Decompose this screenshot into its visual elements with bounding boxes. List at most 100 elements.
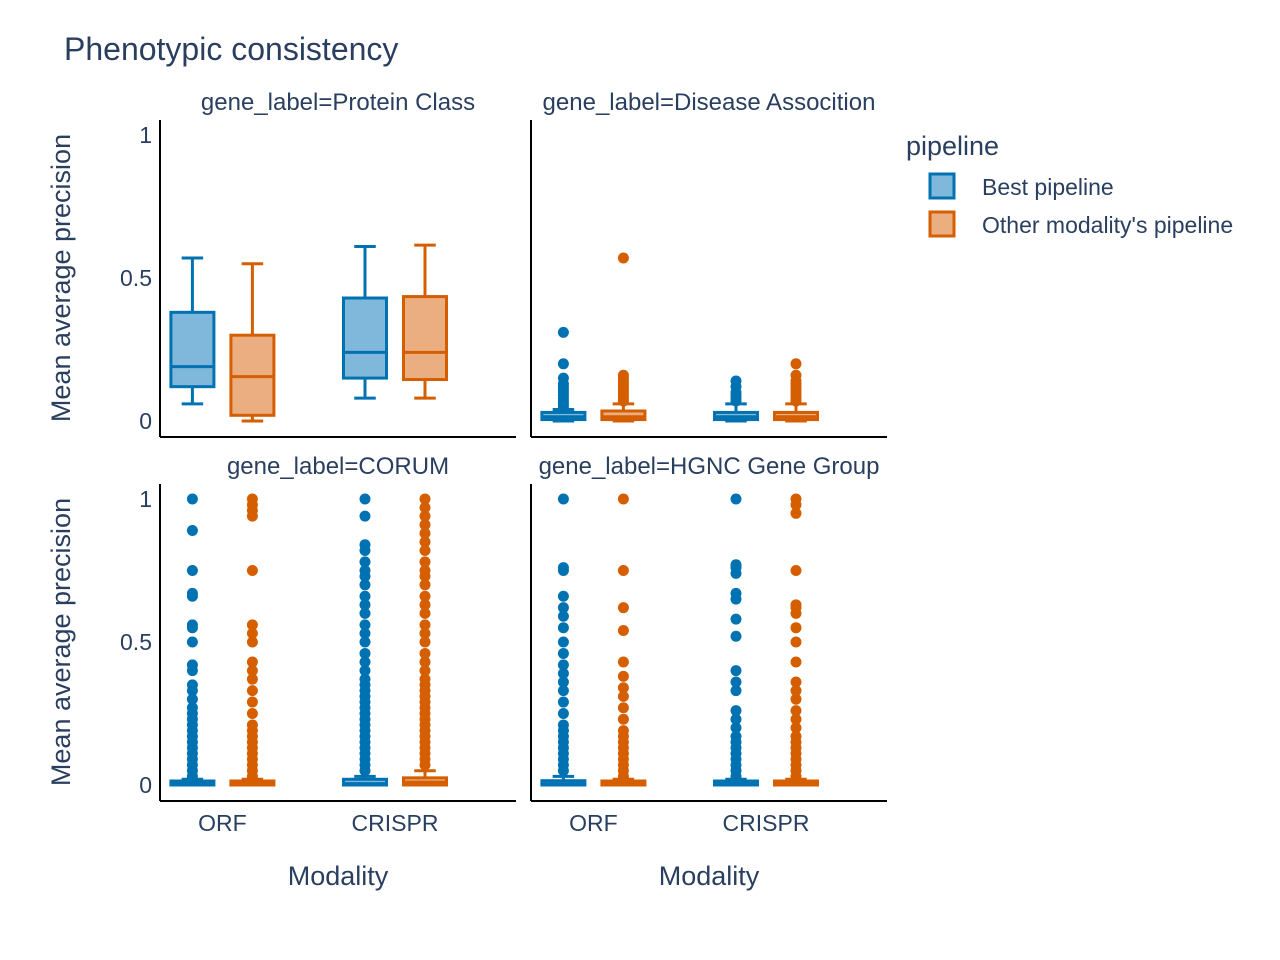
outlier-point <box>790 656 802 668</box>
facet-panel: gene_label=Disease Assocition <box>530 89 887 438</box>
outlier-point <box>790 713 802 725</box>
box-mark <box>540 493 587 787</box>
x-tick-label: ORF <box>569 810 618 836</box>
outlier-point <box>557 676 569 688</box>
outlier-point <box>419 636 431 648</box>
outlier-point <box>419 544 431 556</box>
outlier-point <box>419 536 431 548</box>
outlier-point <box>790 507 802 519</box>
box-mark <box>712 375 759 423</box>
outlier-point <box>359 565 371 576</box>
outlier-point <box>730 559 742 571</box>
box-mark <box>341 493 388 787</box>
outlier-point <box>359 656 371 668</box>
outlier-point <box>557 647 569 659</box>
facet-label: gene_label=Protein Class <box>201 89 475 116</box>
legend-swatch-other[interactable] <box>928 210 956 238</box>
x-tick-label: ORF <box>198 810 247 836</box>
outlier-point <box>557 685 569 697</box>
outlier-point <box>557 493 569 505</box>
outlier-point <box>557 602 569 614</box>
outlier-point <box>730 676 742 688</box>
outlier-point <box>246 708 258 719</box>
outlier-point <box>730 613 742 625</box>
outlier-point <box>730 587 742 599</box>
outlier-point <box>419 665 431 677</box>
outlier-point <box>359 556 371 568</box>
outlier-point <box>730 730 742 742</box>
facet-panel: gene_label=HGNC Gene Group ORF CRISPR <box>530 453 887 836</box>
outlier-point <box>246 636 258 648</box>
outlier-point <box>419 579 431 591</box>
outlier-point <box>557 708 569 719</box>
outlier-point <box>419 607 431 619</box>
outlier-point <box>557 659 569 671</box>
outlier-point <box>359 619 371 631</box>
outlier-point <box>186 659 198 671</box>
y-axis-title-top: Mean average precision <box>46 134 76 422</box>
y-tick-label: 0 <box>139 408 152 434</box>
x-tick-label: CRISPR <box>352 810 439 836</box>
outlier-point <box>186 587 198 599</box>
outlier-point <box>730 722 742 734</box>
outlier-point <box>730 375 742 387</box>
outlier-point <box>246 673 258 685</box>
outlier-point <box>419 527 431 539</box>
outlier-point <box>186 636 198 648</box>
outlier-point <box>790 685 802 697</box>
legend-label-other[interactable]: Other modality's pipeline <box>982 212 1233 238</box>
outlier-point <box>186 702 198 714</box>
y-tick-label: 0.5 <box>120 265 152 291</box>
outlier-point <box>186 524 198 536</box>
y-tick-label: 0.5 <box>120 629 152 655</box>
outlier-point <box>617 682 629 694</box>
outlier-point <box>359 607 371 619</box>
outlier-point <box>790 636 802 648</box>
outlier-point <box>557 636 569 648</box>
box-mark <box>169 256 216 406</box>
outlier-point <box>359 665 371 677</box>
outlier-point <box>730 685 742 697</box>
outlier-point <box>359 636 371 648</box>
outlier-point <box>730 713 742 725</box>
facet-panel: gene_label=CORUM 0 0.5 1 ORF CRISPR <box>120 453 516 836</box>
outlier-point <box>790 622 802 634</box>
outlier-point <box>419 565 431 576</box>
y-tick-label: 1 <box>139 122 152 148</box>
outlier-point <box>617 670 629 682</box>
facet-label: gene_label=Disease Assocition <box>543 89 876 116</box>
outlier-point <box>617 625 629 637</box>
box-mark <box>401 493 448 787</box>
outlier-point <box>246 656 258 668</box>
outlier-point <box>246 565 258 576</box>
outlier-point <box>617 369 629 381</box>
outlier-point <box>790 565 802 576</box>
outlier-point <box>246 627 258 639</box>
x-tick-label: CRISPR <box>723 810 810 836</box>
outlier-point <box>557 590 569 602</box>
outlier-point <box>359 590 371 602</box>
outlier-point <box>730 493 742 505</box>
outlier-point <box>419 502 431 514</box>
outlier-point <box>419 673 431 685</box>
legend-swatch-best[interactable] <box>928 172 956 200</box>
outlier-point <box>790 676 802 688</box>
outlier-point <box>419 510 431 522</box>
outlier-point <box>186 619 198 631</box>
outlier-point <box>246 619 258 631</box>
x-axis-title-left: Modality <box>288 861 389 891</box>
outlier-point <box>790 599 802 611</box>
outlier-point <box>557 610 569 622</box>
outlier-point <box>790 493 802 505</box>
box-mark <box>169 493 216 787</box>
outlier-point <box>790 693 802 705</box>
outlier-point <box>790 369 802 381</box>
box-mark <box>341 245 388 400</box>
outlier-point <box>359 510 371 522</box>
outlier-point <box>617 702 629 714</box>
outlier-point <box>359 599 371 611</box>
box-mark <box>540 326 587 423</box>
outlier-point <box>359 539 371 551</box>
outlier-point <box>246 719 258 731</box>
legend-label-best[interactable]: Best pipeline <box>982 174 1114 200</box>
